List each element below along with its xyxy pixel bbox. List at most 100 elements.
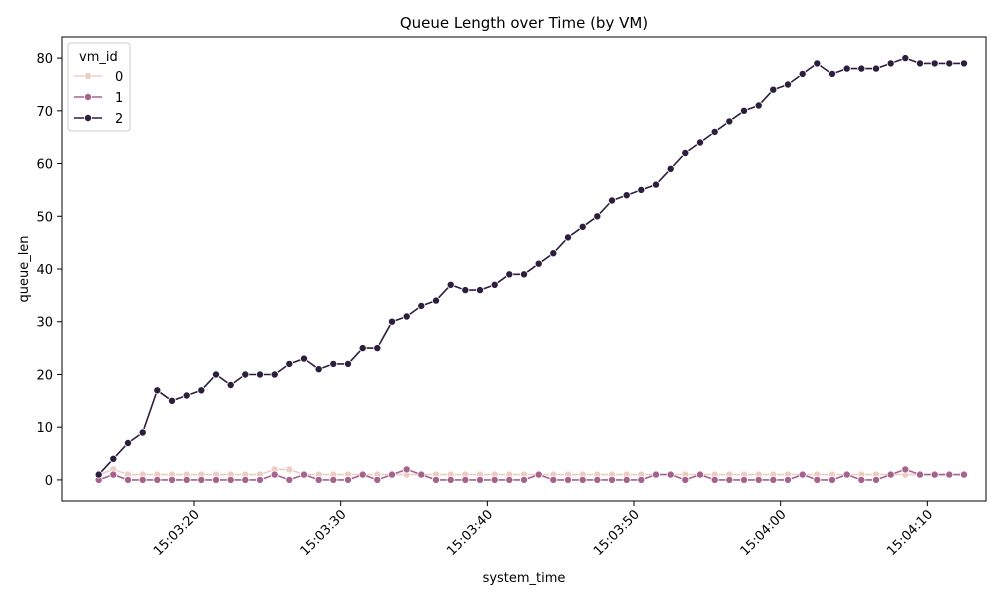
data-point [945, 470, 954, 479]
data-point [608, 475, 617, 484]
data-point [299, 470, 308, 479]
legend-marker-0 [84, 72, 93, 81]
data-point [358, 344, 367, 353]
chart-title: Queue Length over Time (by VM) [400, 14, 648, 32]
data-point [270, 370, 279, 379]
x-tick-label: 15:03:40 [444, 507, 496, 559]
y-tick-label: 40 [36, 263, 53, 278]
data-point [197, 475, 206, 484]
data-point [446, 280, 455, 289]
data-point [490, 475, 499, 484]
data-point [241, 370, 250, 379]
data-point [124, 438, 133, 447]
data-point [182, 391, 191, 400]
data-point [431, 296, 440, 305]
y-tick-label: 70 [36, 105, 53, 120]
x-tick-label: 15:04:10 [884, 507, 936, 559]
data-point [417, 470, 426, 479]
data-point [109, 470, 118, 479]
data-point [373, 475, 382, 484]
data-point [930, 470, 939, 479]
data-point [740, 106, 749, 115]
data-point [857, 475, 866, 484]
y-tick-label: 80 [36, 52, 53, 67]
data-point [725, 475, 734, 484]
data-point [285, 359, 294, 368]
data-point [945, 59, 954, 68]
data-point [314, 475, 323, 484]
data-point [681, 475, 690, 484]
data-point [343, 475, 352, 484]
data-point [681, 148, 690, 157]
y-tick-label: 20 [36, 368, 53, 383]
data-point [666, 164, 675, 173]
data-point [696, 470, 705, 479]
data-point [564, 233, 573, 242]
data-point [637, 185, 646, 194]
data-point [872, 64, 881, 73]
y-tick-label: 30 [36, 316, 53, 331]
data-point [446, 475, 455, 484]
y-tick-label: 50 [36, 210, 53, 225]
data-point [226, 380, 235, 389]
data-point [564, 475, 573, 484]
data-point [784, 80, 793, 89]
y-tick-label: 0 [45, 474, 53, 489]
data-point [314, 365, 323, 374]
data-point [402, 465, 411, 474]
data-point [505, 270, 514, 279]
data-point [637, 475, 646, 484]
data-point [124, 475, 133, 484]
legend-box [67, 42, 131, 132]
data-point [109, 454, 118, 463]
data-point [666, 470, 675, 479]
data-point [255, 475, 264, 484]
data-point [930, 59, 939, 68]
data-point [754, 101, 763, 110]
plot-frame [61, 36, 987, 502]
legend-marker-2 [84, 114, 93, 123]
x-tick-label: 15:04:00 [738, 507, 790, 559]
series-layer [94, 54, 969, 484]
data-point [241, 475, 250, 484]
data-point [857, 64, 866, 73]
data-point [182, 475, 191, 484]
data-point [549, 249, 558, 258]
data-point [475, 475, 484, 484]
data-point [520, 270, 529, 279]
data-point [622, 475, 631, 484]
data-point [769, 85, 778, 94]
data-point [710, 475, 719, 484]
data-point [417, 301, 426, 310]
data-point [270, 470, 279, 479]
data-point [373, 344, 382, 353]
series-1 [94, 465, 969, 484]
data-point [197, 386, 206, 395]
legend-title: vm_id [79, 50, 118, 65]
data-point [740, 475, 749, 484]
data-point [358, 470, 367, 479]
y-axis-title: queue_len [17, 235, 32, 302]
data-point [490, 280, 499, 289]
y-tick-label: 60 [36, 158, 53, 173]
data-point [696, 138, 705, 147]
data-point [842, 64, 851, 73]
data-point [608, 196, 617, 205]
data-point [916, 59, 925, 68]
data-point [211, 475, 220, 484]
data-point [828, 69, 837, 78]
data-point [387, 317, 396, 326]
plot-area [62, 37, 986, 501]
data-point [475, 286, 484, 295]
data-point [901, 465, 910, 474]
data-point [652, 470, 661, 479]
data-point [211, 370, 220, 379]
data-point [167, 475, 176, 484]
series-2 [94, 54, 969, 479]
data-point [872, 475, 881, 484]
y-axis: 0 10 20 30 40 50 60 70 80 [36, 52, 62, 489]
data-point [578, 475, 587, 484]
data-point [167, 396, 176, 405]
data-point [886, 59, 895, 68]
